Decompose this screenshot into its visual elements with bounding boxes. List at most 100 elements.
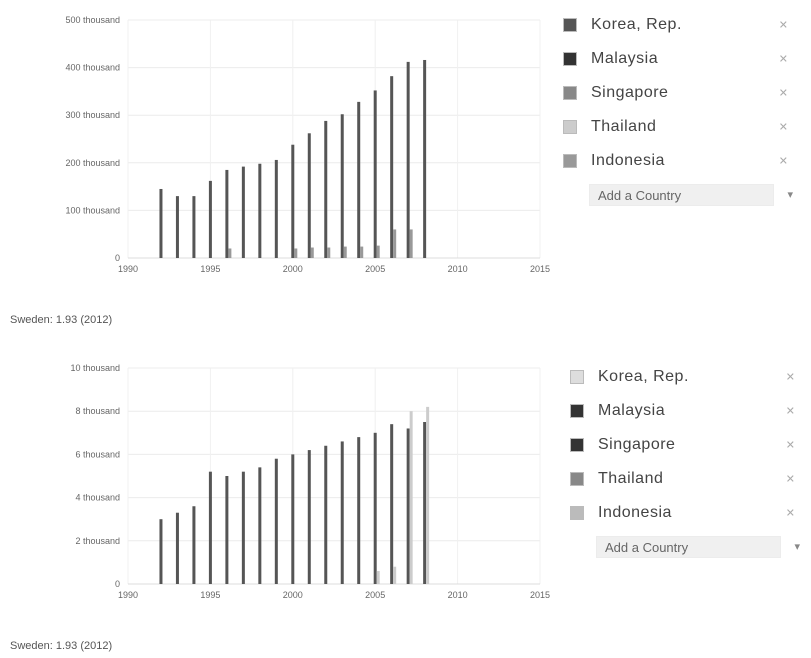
legend-item-singapore[interactable]: Singapore ✕ xyxy=(563,76,788,110)
y-tick-label: 0 xyxy=(115,253,120,263)
y-tick-label: 100 thousand xyxy=(65,205,120,215)
legend-item-malaysia[interactable]: Malaysia ✕ xyxy=(570,394,795,428)
legend-bottom: Korea, Rep. ✕ Malaysia ✕ Singapore ✕ Tha… xyxy=(570,360,800,558)
bar xyxy=(340,114,344,258)
legend-label: Indonesia xyxy=(591,152,665,169)
bar xyxy=(291,454,295,584)
remove-icon[interactable]: ✕ xyxy=(778,19,788,32)
chart-panel-top: 0 100 thousand 200 thousand 300 thousand 400… xyxy=(0,0,811,300)
y-tick-label: 2 thousand xyxy=(75,536,120,546)
remove-icon[interactable]: ✕ xyxy=(778,121,788,134)
bar-chart-bottom: 0 2 thousand 4 thousand 6 thousand 8 thousan… xyxy=(70,363,550,600)
legend-item-malaysia[interactable]: Malaysia ✕ xyxy=(563,42,788,76)
legend-item-korea[interactable]: Korea, Rep. ✕ xyxy=(563,8,788,42)
legend-label: Singapore xyxy=(591,84,669,101)
bar xyxy=(291,144,295,258)
legend-swatch xyxy=(570,472,584,486)
bar xyxy=(409,411,413,584)
bar xyxy=(406,428,410,584)
add-country-select[interactable]: Add a Country ▾ xyxy=(596,536,800,558)
bar xyxy=(406,61,410,258)
legend-item-thailand[interactable]: Thailand ✕ xyxy=(570,462,795,496)
legend-top: Korea, Rep. ✕ Malaysia ✕ Singapore ✕ Tha… xyxy=(563,8,793,206)
y-tick-label: 6 thousand xyxy=(75,449,120,459)
legend-item-indonesia[interactable]: Indonesia ✕ xyxy=(563,144,788,178)
add-country-label: Add a Country xyxy=(605,539,689,555)
legend-item-korea[interactable]: Korea, Rep. ✕ xyxy=(570,360,795,394)
bar xyxy=(324,445,328,584)
legend-swatch xyxy=(570,438,584,452)
bar xyxy=(307,133,311,258)
remove-icon[interactable]: ✕ xyxy=(785,439,795,452)
bar xyxy=(360,246,364,258)
legend-swatch xyxy=(563,120,577,134)
y-tick-label: 0 xyxy=(115,579,120,589)
x-tick-label: 1990 xyxy=(118,590,138,600)
bar xyxy=(294,248,298,258)
bar xyxy=(175,196,179,258)
bar xyxy=(373,90,377,258)
y-tick-label: 4 thousand xyxy=(75,493,120,503)
bar xyxy=(409,229,413,258)
bar xyxy=(340,441,344,584)
bar xyxy=(208,471,212,584)
remove-icon[interactable]: ✕ xyxy=(785,507,795,520)
legend-item-singapore[interactable]: Singapore ✕ xyxy=(570,428,795,462)
bar xyxy=(241,471,245,584)
legend-item-indonesia[interactable]: Indonesia ✕ xyxy=(570,496,795,530)
chart-panel-bottom: 0 2 thousand 4 thousand 6 thousand 8 thousan… xyxy=(0,340,811,610)
legend-swatch xyxy=(563,154,577,168)
bar xyxy=(258,467,262,584)
bar xyxy=(258,163,262,258)
remove-icon[interactable]: ✕ xyxy=(778,87,788,100)
remove-icon[interactable]: ✕ xyxy=(778,53,788,66)
x-tick-label: 2015 xyxy=(530,590,550,600)
bar xyxy=(373,432,377,584)
chart-subtitle-top: Sweden: 1.93 (2012) xyxy=(10,314,113,326)
legend-swatch xyxy=(563,52,577,66)
bar xyxy=(327,247,331,258)
bar xyxy=(357,101,361,258)
x-tick-label: 2005 xyxy=(365,590,385,600)
bar xyxy=(390,424,394,584)
remove-icon[interactable]: ✕ xyxy=(785,473,795,486)
bar xyxy=(225,169,229,258)
x-tick-label: 1995 xyxy=(200,590,220,600)
y-tick-label: 8 thousand xyxy=(75,406,120,416)
bar-chart-top: 0 100 thousand 200 thousand 300 thousand 400… xyxy=(65,15,550,274)
bar xyxy=(423,59,427,258)
add-country-select[interactable]: Add a Country ▾ xyxy=(589,184,793,206)
chevron-down-icon: ▾ xyxy=(787,189,793,201)
bar xyxy=(426,406,430,584)
bar xyxy=(376,571,380,584)
remove-icon[interactable]: ✕ xyxy=(778,155,788,168)
bar xyxy=(274,458,278,584)
remove-icon[interactable]: ✕ xyxy=(785,405,795,418)
bar xyxy=(423,422,427,584)
bar xyxy=(228,248,232,258)
bar xyxy=(192,506,196,584)
legend-label: Korea, Rep. xyxy=(591,16,682,33)
legend-swatch xyxy=(570,370,584,384)
legend-label: Korea, Rep. xyxy=(598,368,689,385)
x-tick-label: 1995 xyxy=(200,264,220,274)
bar xyxy=(307,450,311,584)
legend-swatch xyxy=(563,18,577,32)
bar xyxy=(274,159,278,258)
y-tick-label: 400 thousand xyxy=(65,63,120,73)
bar xyxy=(310,247,314,258)
legend-item-thailand[interactable]: Thailand ✕ xyxy=(563,110,788,144)
x-tick-label: 2000 xyxy=(283,590,303,600)
bar xyxy=(241,166,245,258)
x-tick-label: 2010 xyxy=(448,590,468,600)
remove-icon[interactable]: ✕ xyxy=(785,371,795,384)
legend-swatch xyxy=(570,404,584,418)
bar xyxy=(376,245,380,258)
bar xyxy=(192,196,196,258)
x-tick-label: 2000 xyxy=(283,264,303,274)
bar xyxy=(208,180,212,258)
x-tick-label: 1990 xyxy=(118,264,138,274)
chevron-down-icon: ▾ xyxy=(794,541,800,553)
legend-swatch xyxy=(563,86,577,100)
bar xyxy=(343,246,347,258)
